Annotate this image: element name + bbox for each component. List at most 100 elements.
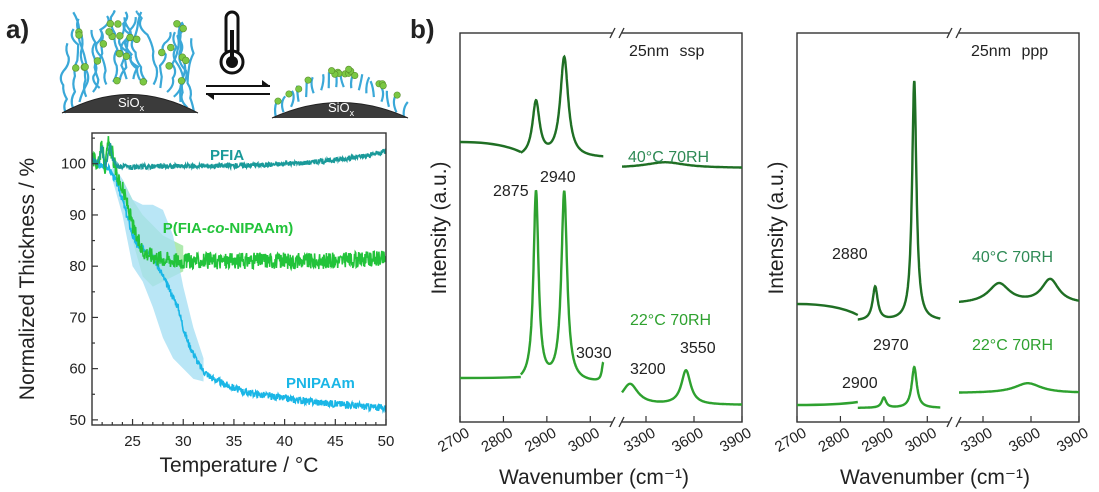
chart-b-ppp-frame [796, 32, 1080, 423]
axis-break-mark [955, 27, 962, 39]
axis-break-gap [612, 29, 622, 37]
annotation-2880: 2880 [832, 246, 868, 263]
polymer-chain [177, 22, 188, 103]
panel-a-label: a) [6, 14, 29, 44]
equilibrium-arrows-icon [206, 80, 270, 100]
y-tick-label: 60 [69, 361, 86, 378]
extended-brush-icon [59, 10, 196, 114]
x-tick-label: 3300 [621, 424, 658, 455]
x-tick-label: 25 [124, 433, 141, 450]
x-tick-label: 2900 [522, 424, 559, 455]
spectrum-line [622, 161, 742, 169]
right-substrate-label: SiOx [328, 100, 355, 118]
x-tick-label: 3000 [565, 424, 602, 455]
spectrum-line [519, 189, 605, 381]
x-tick-label: 2800 [478, 424, 515, 455]
annotation-2970: 2970 [873, 337, 909, 354]
y-tick-label: 80 [69, 258, 86, 275]
bead [158, 48, 166, 57]
legend-b-ssp-22c: 22°C 70RH [630, 312, 711, 329]
series-line [92, 136, 386, 272]
polymer-chain [158, 31, 172, 89]
polymer-chain [305, 81, 308, 98]
spectrum-line [959, 277, 1080, 303]
chart-a-xlabel: Temperature / °C [160, 454, 319, 477]
polymer-chain [385, 90, 391, 108]
x-tick-label: 3000 [902, 424, 939, 455]
legend-b-ppp-40c: 40°C 70RH [972, 249, 1053, 266]
bead [285, 90, 293, 98]
polymer-chain [130, 11, 148, 83]
chart-b-ssp: 2700 2800 2900 3000 3300 3600 3900 25nm ssp 40… [428, 27, 754, 489]
y-tick-label: 50 [69, 412, 86, 429]
annotation-2900: 2900 [842, 375, 878, 392]
legend-b-ppp-22c: 22°C 70RH [972, 337, 1053, 354]
x-tick-label: 3600 [1006, 424, 1043, 455]
legend-b-ssp-40c: 40°C 70RH [628, 149, 709, 166]
chart-b-ssp-ylabel: Intensity (a.u.) [428, 161, 451, 294]
bead [274, 97, 282, 105]
axis-break-mark [618, 27, 625, 39]
bead [393, 91, 401, 99]
x-tick-label: 2900 [859, 424, 896, 455]
bead [379, 82, 387, 90]
chart-a: 25 30 35 40 45 50 50 60 70 80 90 100 Temperature / … [16, 132, 395, 477]
bead [106, 20, 115, 28]
axis-break-mark [946, 27, 953, 39]
polymer-chain [109, 10, 119, 83]
thermometer-icon [219, 10, 245, 75]
panel-b-label: b) [410, 14, 435, 44]
spectrum-line [621, 369, 742, 406]
bead [116, 32, 124, 40]
chart-b-ppp: 2700 2800 2900 3000 3300 3600 3900 25nm ppp 40… [765, 27, 1091, 489]
polymer-chain [357, 74, 364, 91]
annotation-2875: 2875 [493, 183, 529, 200]
spectrum-tail [459, 375, 521, 380]
polymer-chain [369, 80, 375, 98]
bead [167, 43, 175, 52]
bead [105, 28, 113, 36]
polymer-chain [280, 95, 287, 113]
polymer-chain [123, 22, 142, 81]
collapsed-brush-icon [273, 65, 409, 119]
x-tick-label: 3600 [669, 424, 706, 455]
spectrum-tail [796, 302, 859, 317]
polymer-chain [118, 11, 129, 80]
polymer-chain [72, 11, 88, 98]
x-tick-label: 2700 [772, 424, 809, 455]
x-tick-label: 3900 [1054, 424, 1091, 455]
polymer-chain [118, 16, 137, 81]
bead [93, 57, 102, 65]
y-tick-label: 70 [69, 309, 86, 326]
x-tick-label: 50 [378, 433, 395, 450]
chart-a-ylabel: Normalized Thickness / % [16, 158, 39, 400]
chart-b-ppp-ylabel: Intensity (a.u.) [765, 161, 788, 294]
x-tick-label: 40 [276, 433, 293, 450]
bead [345, 65, 353, 73]
bead [179, 24, 187, 33]
bead [165, 62, 173, 70]
polymer-chain [186, 38, 196, 114]
x-tick-label: 3900 [717, 424, 754, 455]
x-tick-label: 2700 [435, 424, 472, 455]
polymer-chain [310, 76, 315, 94]
spectrum-line [959, 382, 1079, 394]
series-label-copolymer: P(FIA-co-NIPAAm) [163, 220, 294, 237]
chart-b-ssp-frame [459, 32, 743, 423]
axis-break-mark [946, 416, 953, 428]
axis-break-gap [949, 29, 959, 37]
left-substrate-icon [61, 94, 199, 114]
bead [295, 85, 303, 93]
bead [81, 63, 89, 71]
x-tick-label: 3300 [958, 424, 995, 455]
polymer-chain [172, 31, 189, 109]
chart-b-ppp-title: 25nm ppp [971, 43, 1048, 60]
polymer-chain [290, 90, 295, 108]
bead [133, 35, 141, 43]
bead [328, 67, 336, 75]
bead [351, 71, 359, 79]
chart-a-frame [91, 132, 387, 426]
series-line [92, 142, 386, 172]
x-tick-label: 2800 [815, 424, 852, 455]
